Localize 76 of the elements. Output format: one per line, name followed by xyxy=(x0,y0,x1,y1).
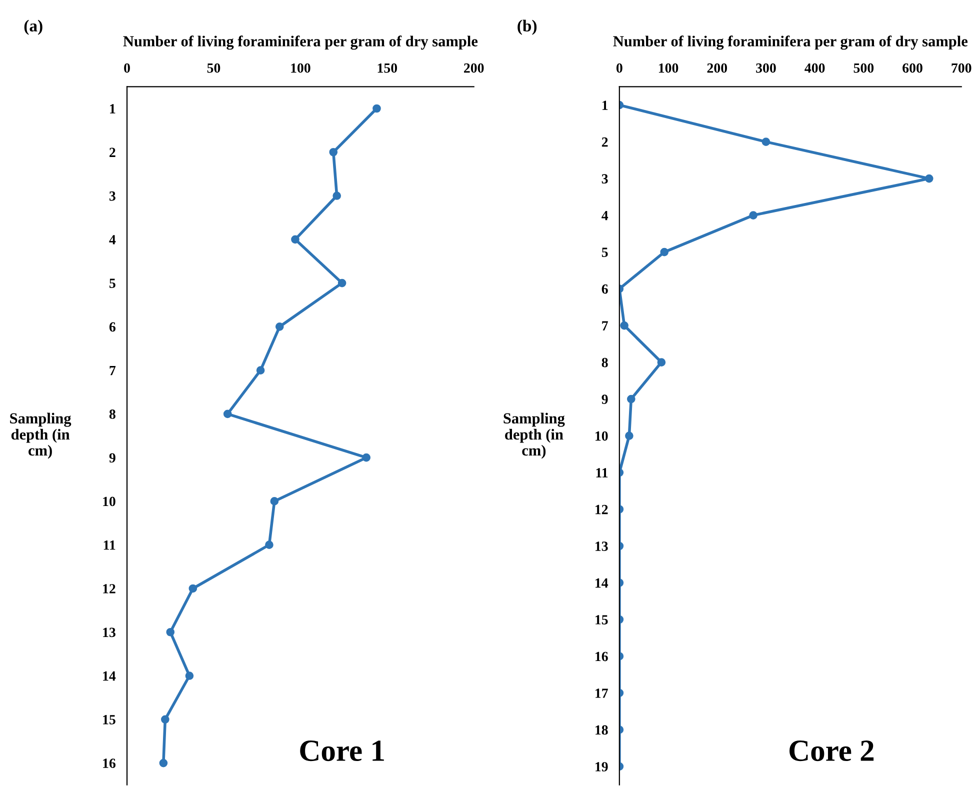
x-axis-title: Number of living foraminifera per gram of dry sample xyxy=(613,36,968,50)
y-tick-label: 15 xyxy=(103,715,116,724)
y-tick-label: 9 xyxy=(109,453,116,463)
point xyxy=(188,584,198,593)
y-tick-label: 17 xyxy=(596,688,608,698)
point xyxy=(762,138,770,146)
y-tick-label: 7 xyxy=(110,366,116,376)
y-tick-label: 6 xyxy=(602,284,608,294)
y-axis-title: Sampling depth (in cm) xyxy=(10,412,72,459)
point xyxy=(749,211,758,220)
y-axis-title: Sampling depth (in cm) xyxy=(504,412,565,459)
y-tick-label: 11 xyxy=(596,468,608,478)
point xyxy=(657,358,666,366)
y-tick-label: 18 xyxy=(596,725,608,735)
y-tick-label: 5 xyxy=(602,248,608,257)
x-tick-label: 700 xyxy=(952,63,972,73)
x-tick-label: 50 xyxy=(207,63,220,73)
annotation: Core 1 xyxy=(300,740,384,762)
x-tick-label: 400 xyxy=(804,63,825,73)
point xyxy=(660,248,669,256)
y-tick-label: 9 xyxy=(602,394,608,404)
point xyxy=(362,453,370,462)
x-tick-label: 600 xyxy=(902,63,922,73)
y-tick-label: 8 xyxy=(602,358,608,368)
y-tick-label: 14 xyxy=(103,671,116,681)
y-tick-label: 10 xyxy=(103,496,116,506)
x-tick-label: 150 xyxy=(378,63,398,73)
point xyxy=(166,628,175,636)
point xyxy=(332,192,342,200)
x-tick-label: 300 xyxy=(756,63,776,73)
x-tick-label: 100 xyxy=(291,63,310,73)
y-tick-label: 4 xyxy=(602,210,608,220)
y-tick-label: 1 xyxy=(110,104,116,114)
y-tick-label: 7 xyxy=(602,321,608,330)
y-tick-label: 10 xyxy=(596,431,608,441)
point xyxy=(270,497,279,506)
point xyxy=(372,104,381,113)
annotation: Core 2 xyxy=(789,740,874,762)
y-tick-label: 3 xyxy=(602,174,608,184)
point xyxy=(265,540,274,550)
point xyxy=(256,366,265,374)
point xyxy=(185,672,194,680)
y-tick-label: 12 xyxy=(596,504,608,514)
y-tick-label: 12 xyxy=(103,584,116,594)
x-tick-label: 200 xyxy=(707,63,728,73)
y-tick-label: 2 xyxy=(110,148,116,157)
chart-title: (b) xyxy=(518,20,537,35)
y-tick-label: 8 xyxy=(109,410,116,419)
y-tick-label: 13 xyxy=(596,542,608,551)
x-tick-label: 500 xyxy=(854,63,874,73)
point xyxy=(329,148,338,156)
y-tick-label: 1 xyxy=(602,100,608,110)
x-tick-label: 200 xyxy=(464,63,484,73)
point xyxy=(338,278,346,288)
point xyxy=(159,758,168,768)
y-tick-label: 16 xyxy=(596,652,608,662)
x-tick-label: 0 xyxy=(616,63,622,73)
y-tick-label: 19 xyxy=(596,762,608,772)
y-tick-label: 4 xyxy=(109,235,116,244)
y-tick-label: 2 xyxy=(602,137,608,147)
y-tick-label: 3 xyxy=(109,191,116,201)
y-tick-label: 11 xyxy=(104,540,116,550)
y-tick-label: 13 xyxy=(103,628,116,638)
point xyxy=(275,322,284,331)
point xyxy=(291,235,300,244)
y-tick-label: 5 xyxy=(110,278,116,288)
x-tick-label: 0 xyxy=(124,63,130,73)
y-tick-label: 14 xyxy=(596,578,608,588)
point xyxy=(223,410,232,418)
y-tick-label: 16 xyxy=(103,758,116,768)
x-tick-label: 100 xyxy=(658,63,678,73)
y-tick-label: 15 xyxy=(596,615,608,624)
chart-title: (a) xyxy=(24,20,42,35)
y-tick-label: 6 xyxy=(109,322,116,332)
x-axis-title: Number of living foraminifera per gram of dry sample xyxy=(123,36,478,50)
point xyxy=(160,715,170,724)
